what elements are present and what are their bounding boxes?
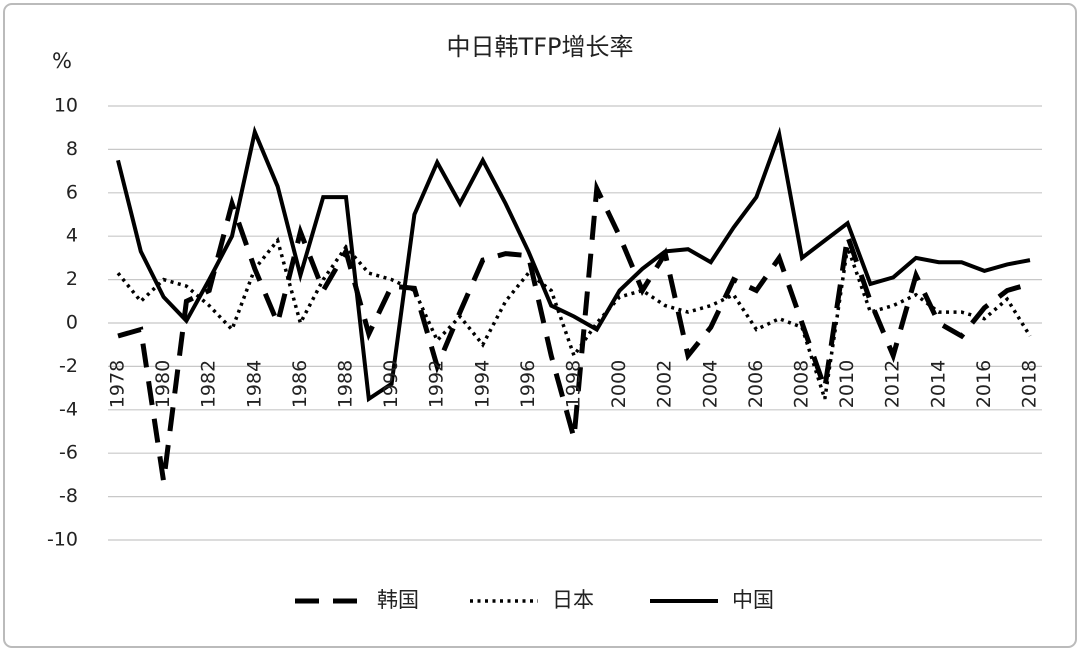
y-tick-label: 4 [66,225,78,247]
x-tick-label: 1994 [471,360,493,408]
series-line [116,125,1031,403]
x-tick-label: 1986 [289,360,311,408]
y-axis-label: % [52,49,72,73]
x-tick-label: 1990 [380,360,402,408]
legend-label: 日本 [552,588,594,612]
x-tick-label: 1982 [198,360,220,408]
legend-label: 韩国 [377,588,419,612]
x-tick-label: 2000 [608,360,630,408]
frame [3,3,1077,648]
x-tick-label: 1996 [517,360,539,408]
y-tick-label: -2 [59,355,78,377]
x-tick-label: 1980 [152,360,174,408]
y-tick-label: 6 [66,181,78,203]
x-tick-label: 2010 [836,360,858,408]
y-tick-label: -6 [59,442,78,464]
y-tick-label: 8 [66,138,78,160]
x-tick-label: 2018 [1019,360,1041,408]
x-tick-label: 1992 [426,360,448,408]
y-tick-label: 10 [54,95,78,117]
x-tick-label: 2016 [973,360,995,408]
y-tick-label: -10 [47,529,78,551]
chart-title: 中日韩TFP增长率 [447,33,634,61]
x-tick-label: 2002 [654,360,676,408]
x-tick-label: 1998 [563,360,585,408]
x-tick-label: 1988 [335,360,357,408]
y-tick-label: 2 [66,268,78,290]
x-tick-label: 2004 [699,360,721,408]
x-tick-label: 2008 [791,360,813,408]
y-tick-label: 0 [66,312,78,334]
x-tick-label: 2014 [927,360,949,408]
x-tick-label: 2006 [745,360,767,408]
series-line [117,179,1031,482]
y-tick-label: -8 [59,485,78,507]
legend-label: 中国 [732,588,774,612]
x-tick-label: 1978 [107,360,129,408]
y-tick-label: -4 [59,398,78,420]
x-tick-label: 2012 [882,360,904,408]
x-tick-label: 1984 [243,360,265,408]
